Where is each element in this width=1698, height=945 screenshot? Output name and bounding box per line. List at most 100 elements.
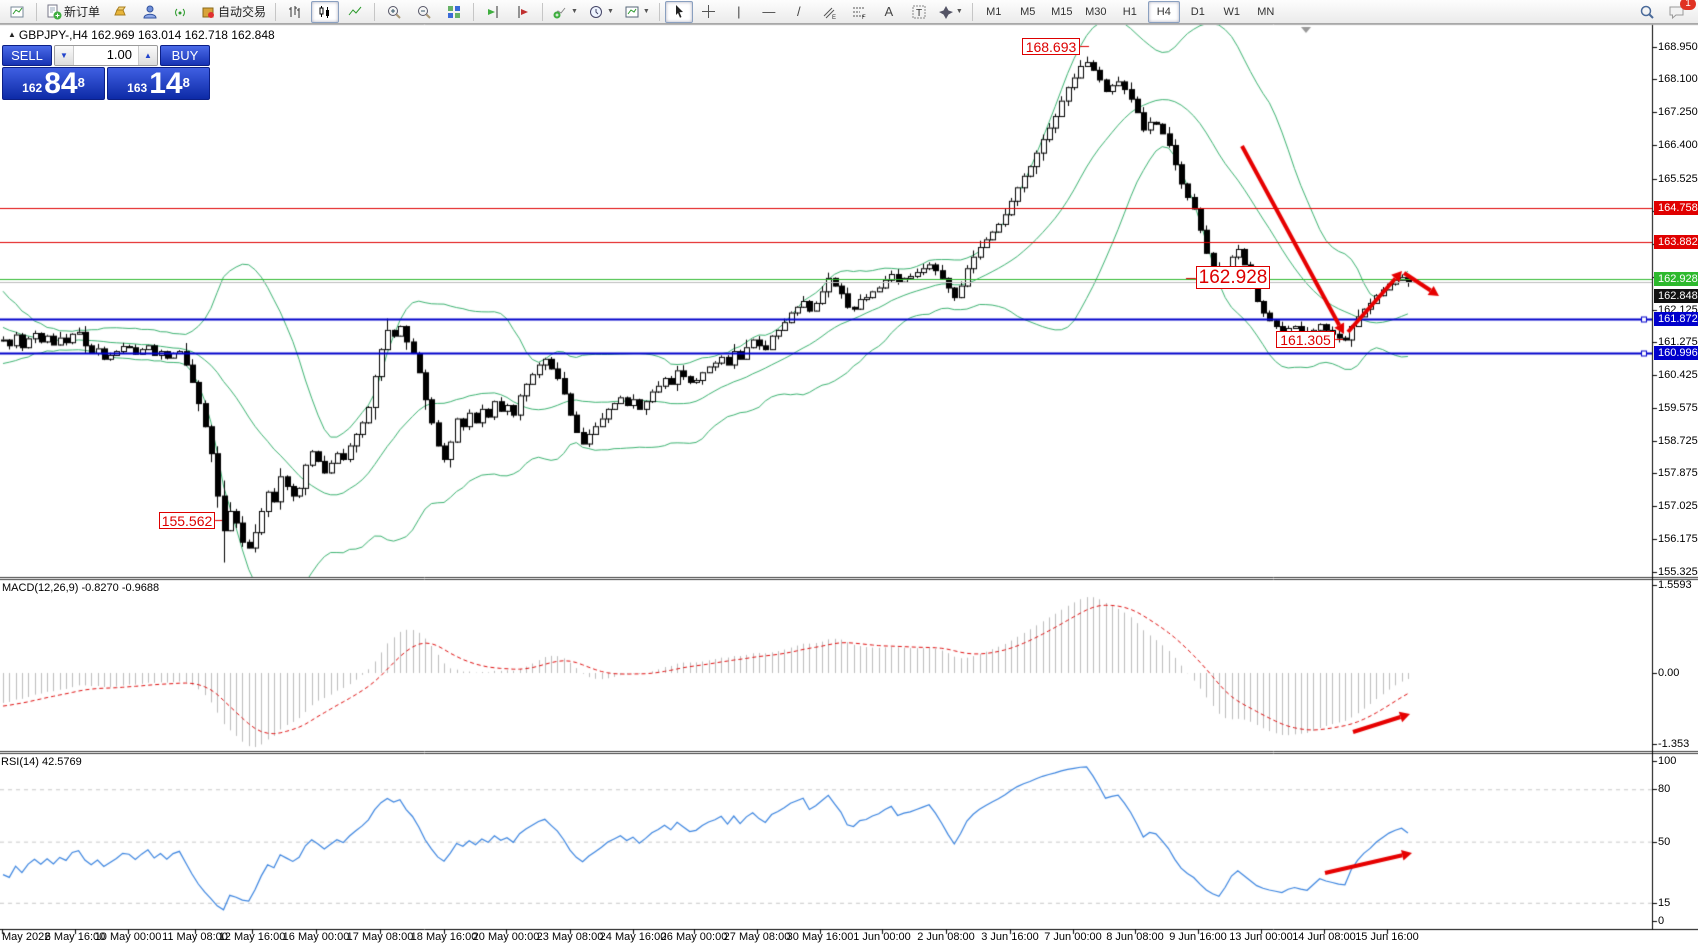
new-order-icon — [47, 4, 62, 19]
price-tick-label: 160.425 — [1658, 369, 1698, 381]
buy-price-big: 14 — [149, 67, 183, 100]
market-watch-icon[interactable] — [106, 1, 134, 23]
time-axis-label: 2 Jun 08:00 — [917, 931, 975, 943]
vertical-line-tool-icon[interactable]: | — [737, 4, 741, 19]
price-level-badge: 162.928 — [1654, 271, 1698, 286]
bar-chart-icon[interactable] — [281, 1, 309, 23]
clock-icon — [589, 5, 602, 18]
chevron-down-icon: ▼ — [606, 8, 614, 15]
price-tick-label: 161.275 — [1658, 336, 1698, 348]
timeframe-button-m30[interactable]: M30 — [1085, 5, 1107, 18]
price-tick-label: 159.575 — [1658, 402, 1698, 414]
time-axis-label: 17 May 08:00 — [346, 931, 414, 943]
community-icon[interactable] — [136, 1, 164, 23]
search-icon[interactable] — [1633, 1, 1661, 23]
timeframe-button-d1[interactable]: D1 — [1190, 5, 1205, 18]
timeframe-button-h1[interactable]: H1 — [1122, 5, 1137, 18]
price-tick-label: 168.100 — [1658, 73, 1698, 85]
template-icon — [625, 6, 639, 17]
periods-button[interactable]: ▼ — [584, 1, 618, 23]
timeframe-button-m15[interactable]: M15 — [1051, 5, 1073, 18]
sell-price-big: 84 — [44, 67, 78, 100]
timeframe-button-m1[interactable]: M1 — [986, 5, 1002, 18]
autotrading-button[interactable]: 自动交易 — [196, 1, 270, 23]
time-axis-label: 18 May 16:00 — [410, 931, 478, 943]
time-axis-label: 20 May 00:00 — [472, 931, 540, 943]
arrow-symbol-icon — [938, 5, 953, 19]
sell-button[interactable]: SELL — [2, 45, 52, 66]
one-click-trading-panel: SELL ▼ 1.00 ▲ BUY 162 84 8 163 14 8 — [2, 45, 210, 100]
text-label-tool-icon[interactable]: T — [905, 1, 933, 23]
crosshair-tool-icon[interactable] — [695, 1, 723, 23]
rsi-indicator-title: RSI(14) 42.5769 — [1, 756, 82, 768]
autotrading-label: 自动交易 — [218, 5, 267, 19]
cursor-tool-icon[interactable] — [664, 0, 693, 23]
svg-text:T: T — [916, 8, 922, 19]
chevron-down-icon: ▼ — [955, 8, 963, 15]
channel-tool-icon[interactable]: E — [815, 1, 843, 23]
buy-price-display[interactable]: 163 14 8 — [107, 67, 210, 100]
candlestick-chart-icon[interactable] — [311, 0, 340, 23]
time-axis-label: 11 May 08:00 — [162, 931, 228, 943]
price-tick-label: 157.025 — [1658, 500, 1698, 512]
buy-price-small: 163 — [127, 81, 148, 95]
toolbar-separator — [473, 2, 475, 21]
timeframe-button-mn[interactable]: MN — [1257, 5, 1275, 18]
time-axis-label: 16 May 00:00 — [282, 931, 350, 943]
chevron-down-icon: ▼ — [571, 8, 578, 15]
sell-price-display[interactable]: 162 84 8 — [2, 67, 105, 100]
price-tick-label: 166.400 — [1658, 139, 1698, 151]
chevron-down-icon: ▼ — [642, 8, 650, 15]
sell-price-small: 162 — [22, 81, 43, 95]
auto-scroll-icon[interactable] — [479, 1, 507, 23]
time-axis-label: 10 May 00:00 — [94, 931, 162, 943]
indicators-button[interactable]: ▼ — [548, 1, 582, 23]
timeframe-button-w1[interactable]: W1 — [1223, 5, 1241, 18]
time-axis-label: 26 May 00:00 — [660, 931, 728, 943]
time-axis-label: 14 Jun 08:00 — [1292, 931, 1356, 943]
timeframe-button-h4[interactable]: H4 — [1147, 0, 1180, 23]
timeframe-button-m5[interactable]: M5 — [1020, 5, 1036, 18]
price-level-badge: 161.872 — [1654, 312, 1698, 327]
time-axis-label: 8 Jun 08:00 — [1106, 931, 1164, 943]
text-tool-icon[interactable]: A — [884, 4, 894, 19]
rsi-scale-label: 100 — [1658, 755, 1677, 767]
tile-windows-icon[interactable] — [440, 1, 468, 23]
volume-increase-button[interactable]: ▲ — [139, 46, 157, 65]
line-chart-icon[interactable] — [341, 1, 369, 23]
toolbar: 新订单 自动交易 — [0, 0, 1698, 24]
timeframe-group: M1 M5 M15 M30 H1 H4 D1 W1 MN — [977, 0, 1283, 23]
chart-shift-icon[interactable] — [509, 1, 537, 23]
chart-window-icon[interactable] — [3, 1, 31, 23]
fibonacci-tool-icon[interactable]: F — [845, 1, 873, 23]
new-order-label: 新订单 — [64, 5, 101, 19]
horizontal-line-tool-icon[interactable]: — — [762, 4, 776, 19]
toolbar-separator — [275, 2, 277, 21]
time-axis-label: 9 Jun 16:00 — [1169, 931, 1227, 943]
price-annotation-label: 155.562 — [159, 512, 215, 529]
svg-text:F: F — [862, 15, 866, 20]
new-order-button[interactable]: 新订单 — [42, 1, 104, 23]
macd-scale-label: -1.353 — [1658, 738, 1690, 750]
indicators-icon — [553, 7, 566, 18]
time-axis-label: 13 Jun 00:00 — [1229, 931, 1293, 943]
signals-icon[interactable] — [166, 1, 194, 23]
buy-button[interactable]: BUY — [160, 45, 210, 66]
arrows-tool-button[interactable]: ▼ — [935, 1, 967, 23]
volume-decrease-button[interactable]: ▼ — [55, 46, 73, 65]
trendline-tool-icon[interactable]: / — [797, 4, 801, 19]
toolbar-separator — [542, 2, 544, 21]
chat-notifications-button[interactable]: 1 — [1663, 0, 1696, 23]
toolbar-separator — [971, 2, 973, 21]
zoom-in-icon[interactable] — [380, 1, 408, 23]
macd-scale-label: 0.00 — [1658, 667, 1680, 679]
templates-button[interactable]: ▼ — [620, 1, 654, 23]
volume-input[interactable]: 1.00 — [73, 46, 139, 65]
price-annotation-label: 161.305 — [1276, 331, 1335, 348]
price-annotation-label: 162.928 — [1196, 266, 1270, 289]
volume-stepper: ▼ 1.00 ▲ — [54, 45, 158, 66]
rsi-scale-label: 80 — [1658, 783, 1671, 795]
zoom-out-icon[interactable] — [410, 1, 438, 23]
